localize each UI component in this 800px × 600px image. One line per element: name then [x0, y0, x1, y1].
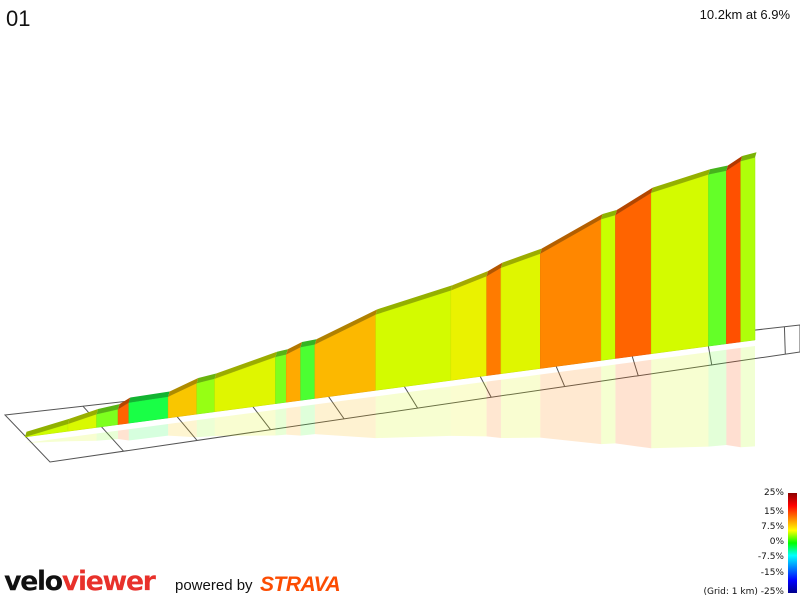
profile-top-6 — [168, 377, 199, 397]
reflection-segment-21 — [708, 349, 727, 447]
gradient-scale-swatch — [788, 493, 797, 593]
grid-line-km-10 — [783, 326, 786, 355]
reflection-segment-4 — [118, 429, 129, 441]
profile-top-16 — [500, 248, 542, 268]
profile-segment-10 — [285, 346, 301, 403]
reflection-segment-12 — [314, 396, 376, 439]
reflection-segment-1 — [25, 437, 68, 443]
reflection-segment-9 — [275, 408, 287, 436]
profile-top-22 — [726, 156, 743, 171]
profile-reflection — [25, 346, 755, 449]
profile-top-5 — [128, 391, 170, 403]
veloviewer-logo[interactable]: velo viewer — [4, 566, 156, 597]
profile-top-1 — [25, 418, 70, 437]
reflection-segment-13 — [375, 386, 451, 439]
reflection-segment-3 — [96, 430, 119, 441]
reflection-segment-20 — [651, 352, 709, 449]
profile-segment-22 — [726, 160, 741, 345]
profile-segment-17 — [540, 218, 602, 369]
profile-segment-16 — [500, 253, 541, 375]
reflection-segment-22 — [726, 347, 741, 448]
profile-segment-18 — [600, 214, 616, 361]
reflection-segment-7 — [196, 417, 215, 438]
profile-top-18 — [601, 209, 617, 220]
reflection-segment-10 — [286, 406, 301, 436]
profile-segment-23 — [740, 157, 756, 343]
logo-viewer-text: viewer — [61, 566, 156, 597]
segment-title: 01 — [6, 6, 31, 31]
profile-walls — [24, 157, 756, 438]
profile-top-15 — [486, 262, 503, 277]
profile-segment-9 — [275, 354, 287, 405]
gradient-scale-bar — [788, 493, 797, 593]
reflection-segment-6 — [168, 420, 197, 438]
profile-top-23 — [740, 152, 757, 162]
logo-velo-text: velo — [4, 566, 63, 597]
profile-top-8 — [214, 351, 277, 379]
profile-top-17 — [540, 213, 603, 254]
profile-top-12 — [314, 309, 378, 345]
grid-note-text: (Grid: 1 km) — [703, 587, 758, 597]
profile-top-14 — [450, 270, 489, 291]
profile-top-21 — [708, 165, 728, 175]
profile-top-9 — [275, 349, 288, 357]
profile-segment-21 — [708, 170, 727, 347]
profile-top-10 — [286, 341, 303, 355]
profile-segment-11 — [300, 344, 316, 401]
reflection-segment-16 — [500, 374, 541, 439]
profile-top-3 — [96, 404, 120, 415]
profile-top-19 — [615, 187, 653, 216]
profile-segment-19 — [615, 192, 652, 359]
reflection-segment-8 — [214, 409, 276, 436]
powered-by-text: powered by — [175, 577, 253, 594]
profile-top-13 — [375, 285, 453, 315]
profile-top-4 — [118, 397, 131, 410]
profile-top-11 — [300, 339, 317, 348]
grid-note: (Grid: 1 km) -25% — [703, 587, 784, 597]
reflection-segment-2 — [67, 433, 97, 442]
reflection-segment-15 — [486, 379, 501, 439]
profile-segment-20 — [650, 174, 709, 355]
reflection-segment-17 — [540, 366, 602, 445]
reflection-segment-5 — [128, 423, 169, 441]
strava-logo[interactable]: STRAVA — [260, 573, 341, 596]
profile-segment-13 — [375, 290, 452, 391]
profile-top-2 — [67, 409, 99, 425]
reflection-segment-11 — [300, 404, 315, 436]
profile-tops — [25, 152, 757, 437]
reflection-segment-14 — [450, 381, 487, 437]
reflection-segment-19 — [615, 359, 652, 449]
profile-segment-15 — [486, 267, 502, 376]
gradient-label-neg-25: -25% — [760, 587, 784, 597]
profile-top-20 — [651, 169, 710, 193]
profile-top-7 — [196, 373, 217, 384]
segment-summary: 10.2km at 6.9% — [699, 7, 790, 22]
profile-segment-14 — [450, 275, 487, 381]
reflection-segment-18 — [601, 364, 616, 445]
profile-segment-7 — [196, 378, 215, 415]
reflection-segment-23 — [740, 346, 755, 448]
